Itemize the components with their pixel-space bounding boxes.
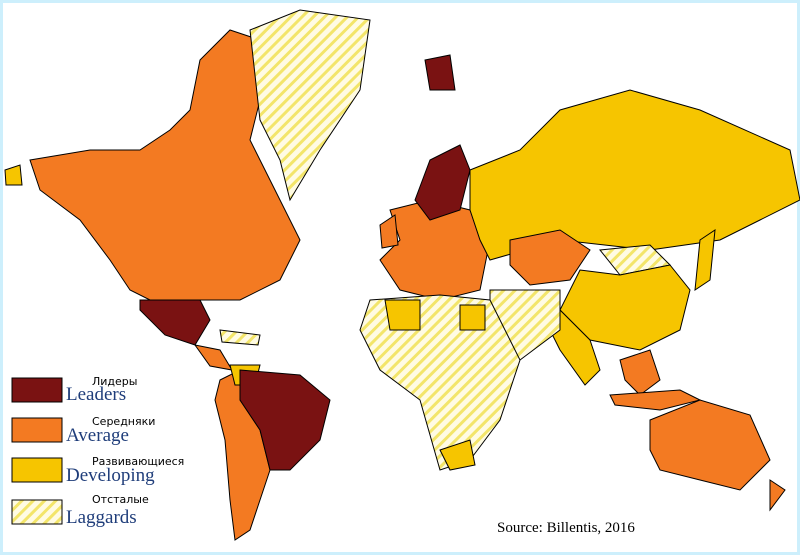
indonesia xyxy=(609,389,702,411)
legend-label-ru: Лидеры xyxy=(92,375,137,388)
legend-label-en: Laggards xyxy=(66,507,137,528)
legend: Лидеры Leaders Середняки Average Развива… xyxy=(11,375,184,528)
algeria xyxy=(384,299,421,331)
legend-label-ru: Середняки xyxy=(92,415,155,428)
new-zealand xyxy=(769,479,786,512)
source: Source: Billentis, 2016 xyxy=(497,520,635,536)
southeast-asia xyxy=(619,349,661,396)
legend-swatch xyxy=(11,417,63,443)
australia xyxy=(649,399,771,491)
legend-swatch xyxy=(11,457,63,483)
brazil xyxy=(239,369,331,471)
mexico xyxy=(139,299,211,346)
russia xyxy=(469,89,800,261)
central-america xyxy=(193,344,233,371)
africa xyxy=(359,294,521,471)
legend-swatch xyxy=(11,377,63,403)
north-america xyxy=(29,29,301,301)
legend-label-ru: Отсталые xyxy=(92,493,149,506)
greenland xyxy=(249,9,371,202)
japan xyxy=(694,228,716,292)
legend-label-en: Leaders xyxy=(66,384,126,405)
legend-label-en: Average xyxy=(66,425,129,446)
countries xyxy=(4,9,800,541)
kazakhstan xyxy=(509,229,591,286)
legend-label-en: Developing xyxy=(66,465,155,486)
caribbean xyxy=(219,329,261,346)
alaska-strip xyxy=(4,164,23,186)
legend-swatch xyxy=(11,499,63,525)
svalbard xyxy=(424,54,456,91)
egypt xyxy=(459,304,486,331)
south-africa xyxy=(439,439,476,471)
legend-label-ru: Развивающиеся xyxy=(92,455,184,468)
uk xyxy=(379,214,399,249)
